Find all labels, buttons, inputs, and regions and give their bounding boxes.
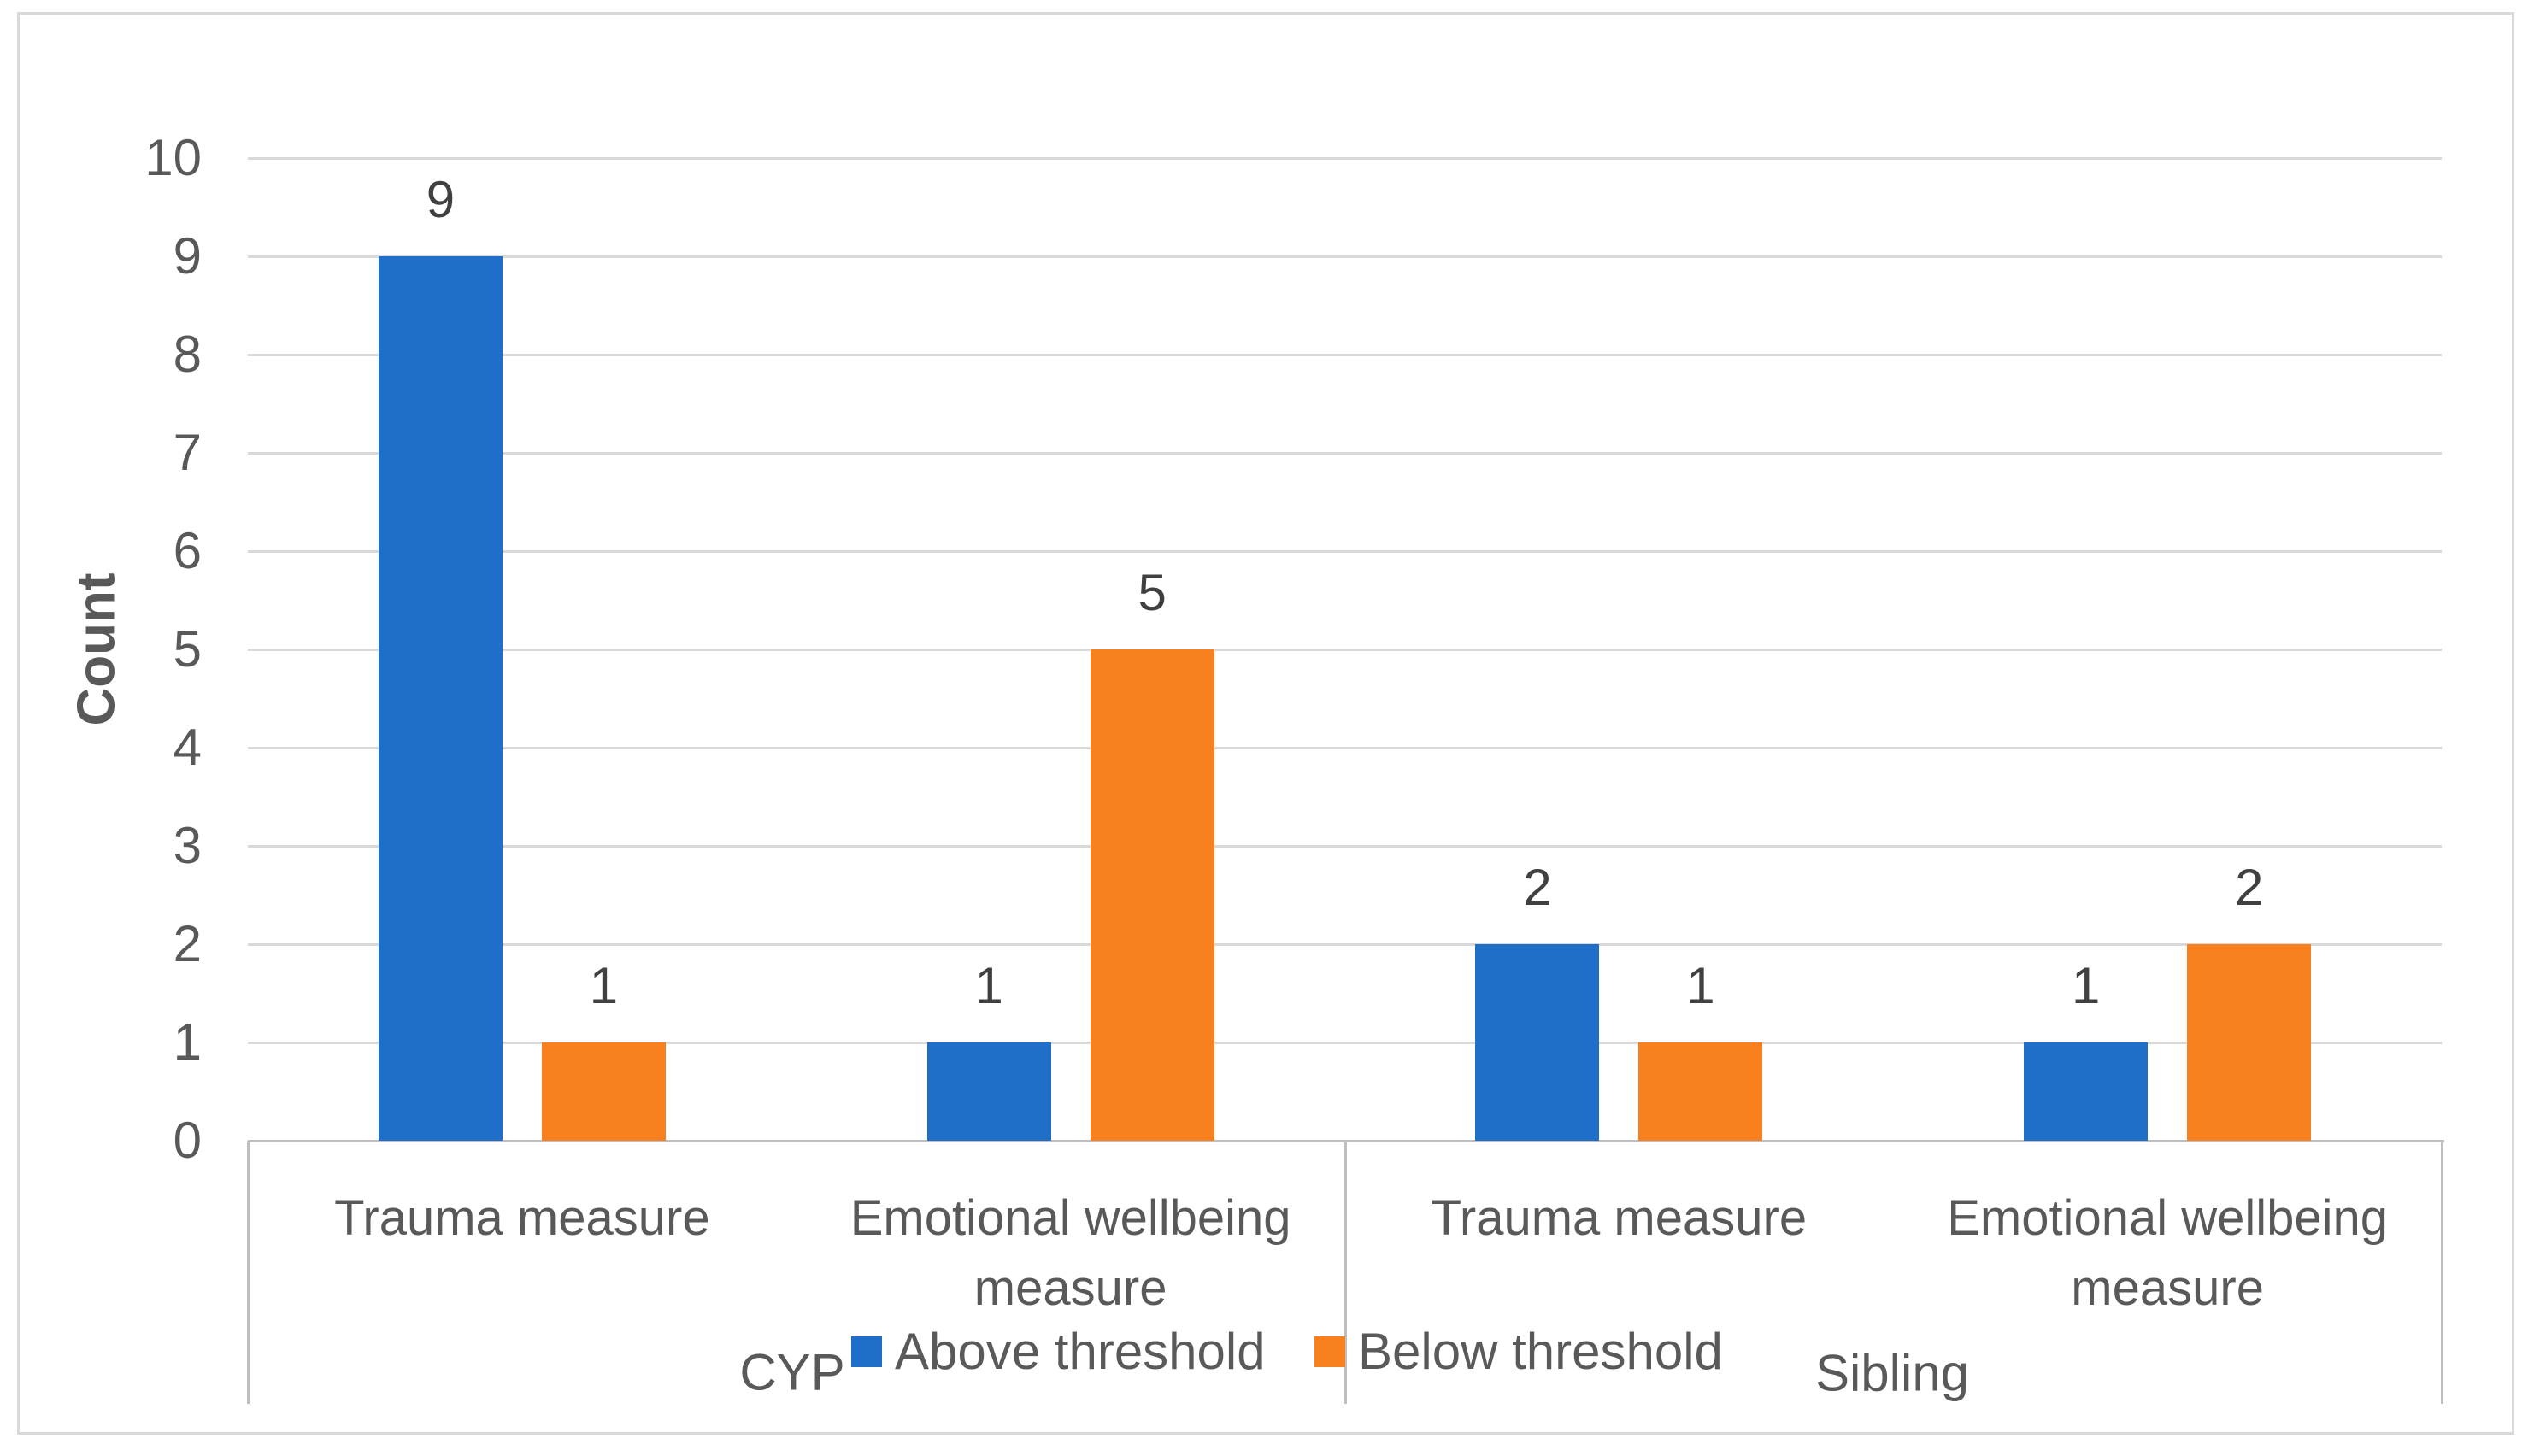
bar-value-label: 1 — [1686, 957, 1715, 1014]
category-label: Trauma measure — [334, 1190, 710, 1246]
figure-border — [17, 12, 2514, 1435]
bar-value-label: 1 — [2071, 957, 2101, 1014]
gridline — [248, 649, 2442, 651]
bar-above-threshold-sibling-trauma-measure — [1475, 944, 1600, 1141]
gridline — [248, 550, 2442, 553]
y-axis-tick-label: 0 — [173, 1112, 202, 1169]
below-threshold-swatch-icon — [1314, 1336, 1345, 1367]
y-axis-tick-label: 6 — [173, 522, 202, 579]
gridline — [248, 747, 2442, 749]
legend-item-below-threshold: Below threshold — [1314, 1323, 1723, 1380]
gridline — [248, 1042, 2442, 1044]
legend-label-above-threshold: Above threshold — [895, 1323, 1266, 1380]
gridline — [248, 943, 2442, 946]
category-label: Emotional wellbeing measure — [1947, 1190, 2389, 1316]
y-axis-tick-label: 1 — [173, 1013, 202, 1071]
group-divider — [1343, 1141, 1347, 1404]
category-label: Emotional wellbeing measure — [850, 1190, 1291, 1316]
bar-above-threshold-cyp-emotional-wellbeing-measure — [926, 1042, 1051, 1141]
y-axis-tick-label: 3 — [173, 817, 202, 874]
gridline — [248, 845, 2442, 848]
bar-below-threshold-sibling-emotional-wellbeing-measure — [2187, 944, 2312, 1141]
gridline — [248, 452, 2442, 455]
category-box-left-border — [247, 1141, 250, 1404]
gridline — [248, 354, 2442, 356]
y-axis-tick-label: 4 — [173, 719, 202, 776]
y-axis-tick-label: 10 — [144, 129, 202, 186]
above-threshold-swatch-icon — [851, 1336, 882, 1367]
y-axis-tick-label: 9 — [173, 227, 202, 285]
bar-value-label: 5 — [1138, 564, 1167, 621]
bar-below-threshold-cyp-emotional-wellbeing-measure — [1090, 649, 1214, 1141]
category-label: Trauma measure — [1431, 1190, 1808, 1246]
gridline — [248, 255, 2442, 258]
bar-value-label: 2 — [1523, 859, 1552, 916]
y-axis-tick-label: 5 — [173, 620, 202, 678]
legend-label-below-threshold: Below threshold — [1358, 1323, 1723, 1380]
legend-item-above-threshold: Above threshold — [851, 1323, 1266, 1380]
bar-above-threshold-cyp-trauma-measure — [378, 256, 503, 1141]
y-axis-tick-label: 8 — [173, 326, 202, 383]
y-axis-tick-label: 2 — [173, 915, 202, 972]
bar-below-threshold-cyp-trauma-measure — [541, 1042, 666, 1141]
bar-value-label: 1 — [589, 957, 619, 1014]
bar-value-label: 9 — [426, 171, 456, 228]
y-axis-tick-label: 7 — [173, 424, 202, 481]
group-label-sibling: Sibling — [1814, 1344, 1970, 1402]
group-label-cyp: CYP — [739, 1343, 845, 1401]
bar-value-label: 1 — [974, 957, 1003, 1014]
bar-above-threshold-sibling-emotional-wellbeing-measure — [2024, 1042, 2149, 1141]
gridline — [248, 157, 2442, 160]
category-box-right-border — [2441, 1141, 2443, 1404]
bar-value-label: 2 — [2234, 859, 2264, 916]
bar-below-threshold-sibling-trauma-measure — [1638, 1042, 1763, 1141]
